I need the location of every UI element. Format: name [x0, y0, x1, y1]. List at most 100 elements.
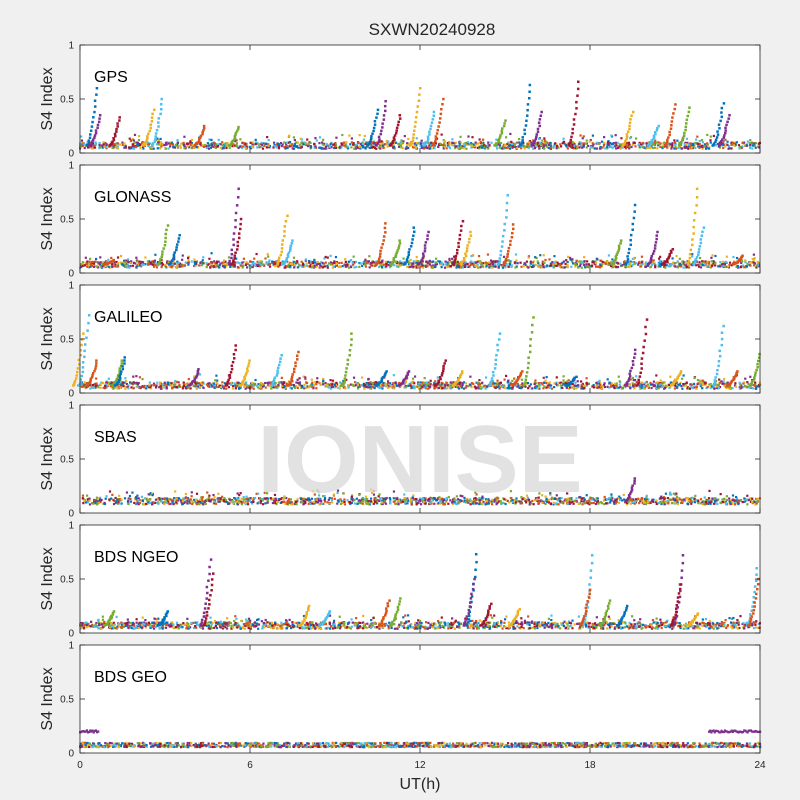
spike-point [164, 240, 167, 243]
spike-point [426, 234, 429, 237]
data-point [722, 146, 725, 150]
data-point [411, 381, 414, 384]
data-point [141, 140, 144, 144]
data-point [365, 381, 368, 385]
spike-point [505, 216, 508, 219]
spike-point [83, 343, 87, 346]
spike-point [533, 141, 536, 144]
data-point [594, 261, 597, 265]
spike-point [120, 359, 124, 362]
data-point [462, 142, 465, 146]
data-point [655, 374, 658, 377]
data-point [555, 376, 558, 379]
data-point [264, 381, 267, 385]
data-point [230, 381, 233, 385]
data-point [329, 261, 333, 264]
data-point [529, 262, 532, 265]
spike-point [695, 256, 699, 259]
spike-point [236, 127, 240, 131]
data-point [307, 259, 311, 263]
spike-point [175, 248, 178, 252]
data-point [675, 254, 678, 258]
data-point [267, 384, 270, 387]
data-point [442, 139, 445, 142]
data-point [353, 144, 356, 147]
data-point [610, 383, 613, 386]
data-point [138, 145, 141, 148]
data-point [86, 381, 89, 385]
spike-point [112, 138, 116, 142]
data-point [212, 384, 215, 387]
spike-point [504, 119, 507, 122]
data-point [664, 266, 667, 269]
data-point [717, 386, 721, 390]
data-point [221, 261, 224, 264]
spike-point [536, 127, 540, 131]
spike-point [738, 258, 742, 261]
spike-point [467, 241, 471, 244]
data-point [615, 265, 618, 268]
data-point [242, 264, 245, 267]
data-point [275, 146, 278, 149]
data-point [154, 253, 157, 256]
data-point [256, 260, 259, 263]
data-point [714, 254, 717, 258]
data-point [94, 142, 97, 145]
data-point [502, 143, 506, 146]
data-point [176, 260, 179, 263]
data-point [116, 261, 120, 265]
spike-point [686, 262, 690, 265]
data-point [322, 377, 325, 381]
spike-point [198, 137, 201, 141]
data-point [297, 146, 300, 149]
data-point [596, 258, 599, 261]
data-point [629, 260, 632, 263]
data-point [255, 384, 259, 387]
data-point [367, 386, 370, 389]
data-point [487, 261, 491, 264]
data-point [314, 261, 317, 264]
data-point [627, 145, 630, 149]
data-point [393, 147, 396, 150]
data-point [498, 142, 501, 146]
spike-point [619, 242, 622, 245]
data-point [631, 376, 635, 380]
data-point [608, 386, 611, 389]
spike-point [412, 226, 415, 229]
spike-point [469, 234, 473, 237]
data-point [305, 262, 308, 265]
data-point [425, 146, 428, 149]
data-point [99, 146, 102, 149]
data-point [176, 264, 179, 267]
spike-point [91, 120, 94, 124]
spike-point [178, 234, 181, 237]
spike-point [506, 255, 509, 258]
data-point [604, 261, 607, 264]
spike-point [384, 231, 387, 234]
data-point [451, 257, 454, 260]
data-point [493, 382, 496, 385]
data-point [728, 387, 731, 390]
data-point [549, 144, 552, 147]
data-point [501, 266, 505, 269]
data-point [123, 381, 126, 384]
data-point [629, 137, 632, 140]
data-point [477, 382, 480, 385]
data-point [562, 375, 565, 378]
data-point [303, 265, 306, 268]
data-point [177, 261, 180, 264]
spike-point [408, 248, 411, 251]
data-point [216, 265, 220, 268]
spike-point [411, 139, 415, 142]
data-point [597, 386, 601, 389]
data-point [541, 139, 544, 142]
spike-point [412, 136, 415, 140]
data-point [200, 384, 204, 387]
data-point [325, 142, 328, 145]
data-point [402, 140, 405, 143]
data-point [155, 262, 158, 265]
spike-point [234, 219, 237, 222]
spike-point [281, 239, 285, 242]
data-point [199, 386, 202, 389]
data-point [348, 134, 351, 137]
